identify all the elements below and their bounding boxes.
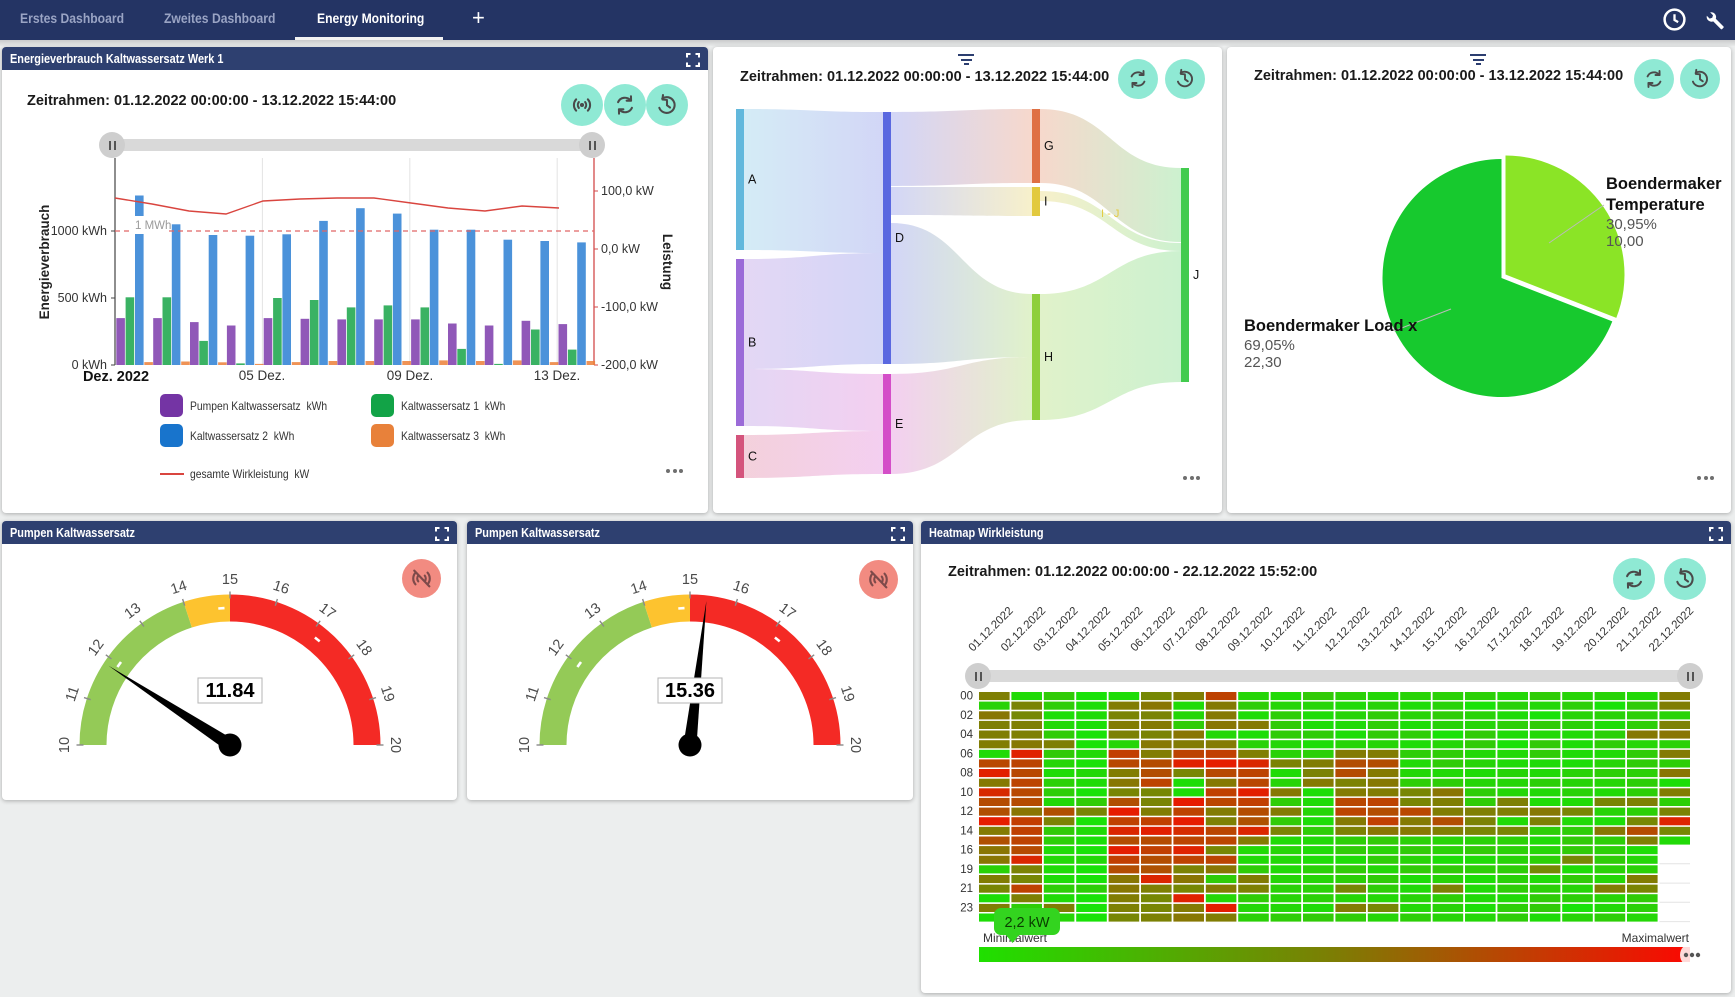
svg-text:15: 15 — [222, 572, 238, 588]
svg-text:14: 14 — [629, 578, 649, 598]
svg-text:E: E — [895, 417, 903, 431]
svg-text:10: 10 — [517, 737, 533, 753]
svg-text:18: 18 — [812, 637, 834, 659]
svg-text:18: 18 — [352, 637, 374, 659]
svg-text:1 MWh: 1 MWh — [135, 220, 171, 232]
svg-text:14: 14 — [960, 825, 973, 837]
svg-text:13: 13 — [582, 600, 604, 622]
svg-text:Temperature: Temperature — [1606, 196, 1705, 214]
svg-text:04: 04 — [960, 729, 973, 741]
svg-text:09 Dez.: 09 Dez. — [387, 368, 434, 383]
svg-text:10: 10 — [960, 787, 973, 799]
svg-text:30,95%: 30,95% — [1606, 216, 1657, 233]
svg-text:02: 02 — [960, 710, 973, 722]
svg-text:19: 19 — [377, 684, 397, 704]
svg-text:A: A — [748, 173, 757, 187]
svg-text:16: 16 — [960, 845, 973, 857]
svg-text:0 kWh: 0 kWh — [72, 358, 107, 372]
svg-text:21: 21 — [960, 883, 973, 895]
svg-text:12: 12 — [545, 637, 567, 659]
svg-text:-200,0 kW: -200,0 kW — [601, 358, 658, 372]
svg-text:14: 14 — [169, 578, 189, 598]
svg-text:13: 13 — [122, 600, 144, 622]
svg-text:2,2 kW: 2,2 kW — [1004, 915, 1049, 931]
svg-text:19: 19 — [837, 684, 857, 704]
svg-text:C: C — [748, 450, 757, 464]
svg-text:22,30: 22,30 — [1244, 354, 1282, 371]
svg-text:I - J: I - J — [1101, 208, 1119, 220]
svg-text:100,0 kW: 100,0 kW — [601, 184, 654, 198]
svg-text:00: 00 — [960, 691, 973, 703]
svg-text:17: 17 — [776, 600, 798, 622]
svg-text:05 Dez.: 05 Dez. — [239, 368, 286, 383]
svg-text:Maximalwert: Maximalwert — [1622, 931, 1690, 945]
svg-text:11: 11 — [63, 684, 83, 703]
svg-text:G: G — [1044, 139, 1054, 153]
svg-text:Dez. 2022: Dez. 2022 — [83, 369, 149, 385]
svg-text:19: 19 — [960, 864, 973, 876]
svg-text:0,0 kW: 0,0 kW — [601, 242, 640, 256]
svg-text:20: 20 — [387, 737, 403, 753]
svg-text:08: 08 — [960, 768, 973, 780]
svg-text:Energieverbrauch: Energieverbrauch — [37, 205, 52, 320]
svg-text:-100,0 kW: -100,0 kW — [601, 300, 658, 314]
svg-text:Boendermaker Load x: Boendermaker Load x — [1244, 317, 1418, 335]
svg-text:11: 11 — [523, 684, 543, 703]
svg-text:Leistung: Leistung — [660, 234, 675, 290]
svg-text:16: 16 — [271, 578, 291, 598]
svg-text:15: 15 — [682, 572, 698, 588]
svg-text:B: B — [748, 336, 756, 350]
svg-text:69,05%: 69,05% — [1244, 337, 1295, 354]
svg-text:J: J — [1193, 268, 1199, 282]
svg-text:23: 23 — [960, 902, 973, 914]
svg-text:16: 16 — [731, 578, 751, 598]
svg-text:11.84: 11.84 — [206, 680, 256, 702]
svg-text:06: 06 — [960, 748, 973, 760]
svg-text:12: 12 — [960, 806, 973, 818]
svg-text:1000 kWh: 1000 kWh — [51, 224, 107, 238]
svg-text:15.36: 15.36 — [665, 680, 715, 702]
svg-text:D: D — [895, 231, 904, 245]
svg-text:20: 20 — [847, 737, 863, 753]
svg-text:17: 17 — [316, 600, 338, 622]
svg-text:10: 10 — [57, 737, 73, 753]
svg-text:500 kWh: 500 kWh — [58, 291, 107, 305]
svg-text:I: I — [1044, 195, 1047, 209]
svg-text:12: 12 — [85, 637, 107, 659]
svg-text:10,00: 10,00 — [1606, 233, 1644, 250]
svg-text:13 Dez.: 13 Dez. — [534, 368, 581, 383]
svg-text:H: H — [1044, 350, 1053, 364]
svg-text:Boendermaker: Boendermaker — [1606, 175, 1722, 193]
